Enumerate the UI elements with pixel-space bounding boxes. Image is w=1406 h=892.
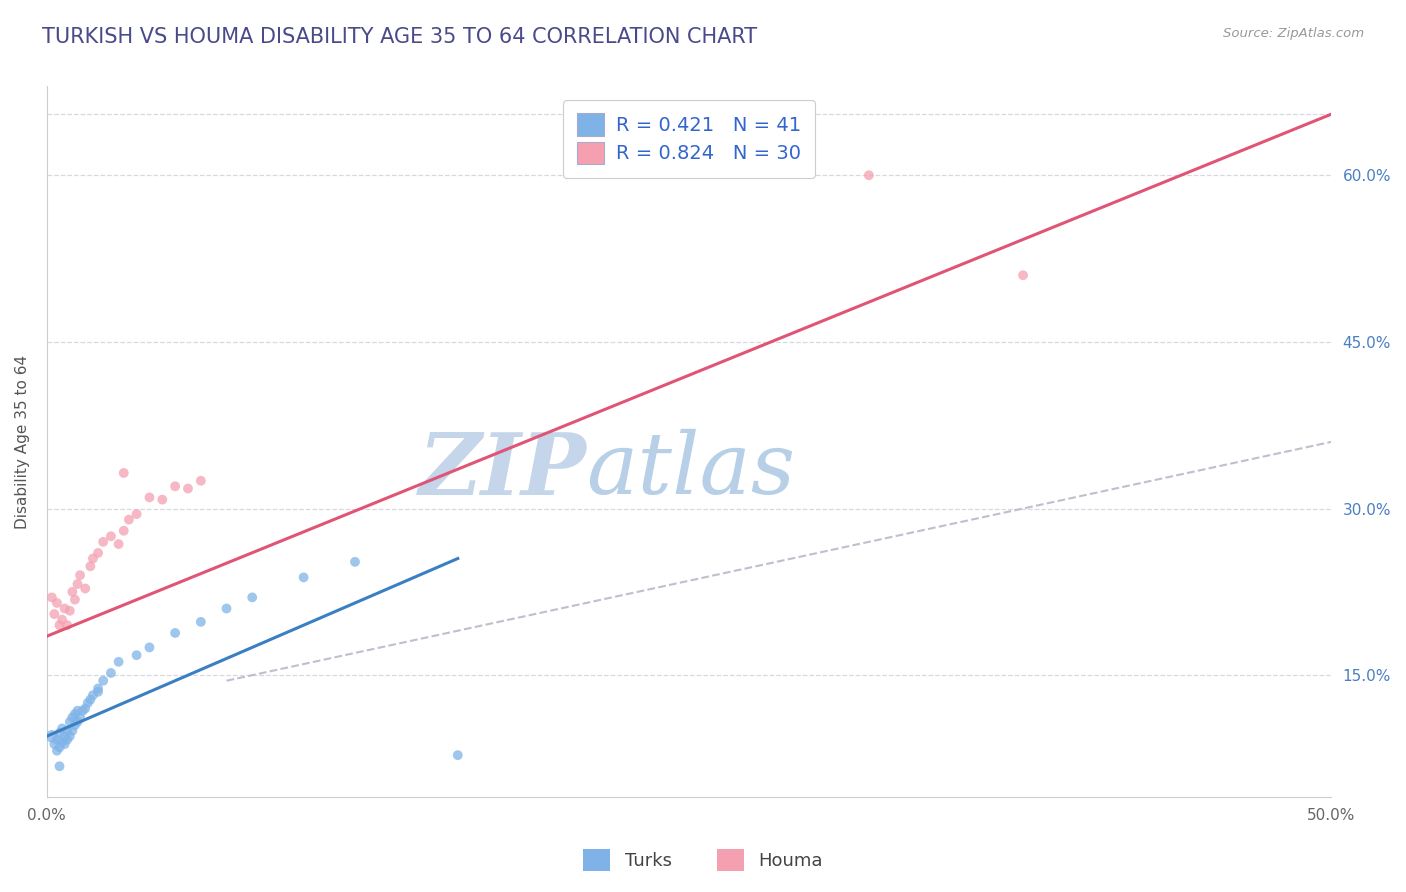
Point bbox=[138, 640, 160, 655]
Point bbox=[66, 704, 89, 718]
Point bbox=[125, 648, 148, 662]
Point bbox=[165, 479, 187, 493]
Point bbox=[51, 722, 73, 736]
Point bbox=[56, 723, 79, 738]
Point bbox=[112, 466, 135, 480]
Point bbox=[82, 551, 104, 566]
Text: Source: ZipAtlas.com: Source: ZipAtlas.com bbox=[1223, 27, 1364, 40]
Point bbox=[292, 570, 315, 584]
Point bbox=[165, 626, 187, 640]
Point bbox=[51, 613, 73, 627]
Point bbox=[63, 707, 86, 722]
Point bbox=[91, 534, 114, 549]
Point bbox=[44, 607, 66, 621]
Point bbox=[76, 696, 98, 710]
Text: TURKISH VS HOUMA DISABILITY AGE 35 TO 64 CORRELATION CHART: TURKISH VS HOUMA DISABILITY AGE 35 TO 64… bbox=[42, 27, 758, 46]
Point bbox=[60, 710, 83, 724]
Point bbox=[63, 592, 86, 607]
Point bbox=[66, 577, 89, 591]
Point bbox=[447, 748, 470, 763]
Point bbox=[48, 740, 70, 755]
Point bbox=[87, 685, 110, 699]
Point bbox=[177, 482, 200, 496]
Point bbox=[112, 524, 135, 538]
Legend: R = 0.421   N = 41, R = 0.824   N = 30: R = 0.421 N = 41, R = 0.824 N = 30 bbox=[564, 100, 814, 178]
Point bbox=[190, 474, 212, 488]
Point bbox=[75, 701, 97, 715]
Point bbox=[46, 732, 69, 747]
Point bbox=[100, 665, 122, 680]
Point bbox=[59, 604, 82, 618]
Point bbox=[150, 492, 173, 507]
Point bbox=[858, 168, 880, 182]
Point bbox=[69, 710, 91, 724]
Point bbox=[53, 729, 76, 743]
Legend: Turks, Houma: Turks, Houma bbox=[576, 842, 830, 879]
Point bbox=[66, 714, 89, 729]
Point bbox=[91, 673, 114, 688]
Point bbox=[240, 591, 263, 605]
Y-axis label: Disability Age 35 to 64: Disability Age 35 to 64 bbox=[15, 355, 30, 529]
Point bbox=[107, 655, 129, 669]
Point bbox=[53, 601, 76, 615]
Point bbox=[59, 729, 82, 743]
Point bbox=[41, 591, 63, 605]
Point bbox=[48, 726, 70, 740]
Point bbox=[56, 732, 79, 747]
Point bbox=[82, 688, 104, 702]
Point bbox=[87, 546, 110, 560]
Point bbox=[1012, 268, 1035, 283]
Point bbox=[125, 507, 148, 521]
Point bbox=[190, 615, 212, 629]
Point bbox=[48, 618, 70, 632]
Point bbox=[59, 714, 82, 729]
Point bbox=[63, 718, 86, 732]
Point bbox=[46, 596, 69, 610]
Point bbox=[53, 737, 76, 751]
Point bbox=[46, 744, 69, 758]
Point bbox=[138, 491, 160, 505]
Point bbox=[75, 582, 97, 596]
Point bbox=[41, 729, 63, 743]
Point bbox=[215, 601, 238, 615]
Point bbox=[44, 737, 66, 751]
Point bbox=[51, 735, 73, 749]
Point bbox=[79, 692, 101, 706]
Point bbox=[79, 559, 101, 574]
Point bbox=[48, 759, 70, 773]
Point bbox=[118, 513, 141, 527]
Point bbox=[343, 555, 366, 569]
Point bbox=[60, 585, 83, 599]
Text: atlas: atlas bbox=[586, 429, 796, 512]
Point bbox=[107, 537, 129, 551]
Point bbox=[69, 568, 91, 582]
Point bbox=[87, 681, 110, 696]
Point bbox=[100, 529, 122, 543]
Text: ZIP: ZIP bbox=[419, 428, 586, 512]
Point bbox=[72, 704, 94, 718]
Point bbox=[60, 723, 83, 738]
Point bbox=[56, 618, 79, 632]
